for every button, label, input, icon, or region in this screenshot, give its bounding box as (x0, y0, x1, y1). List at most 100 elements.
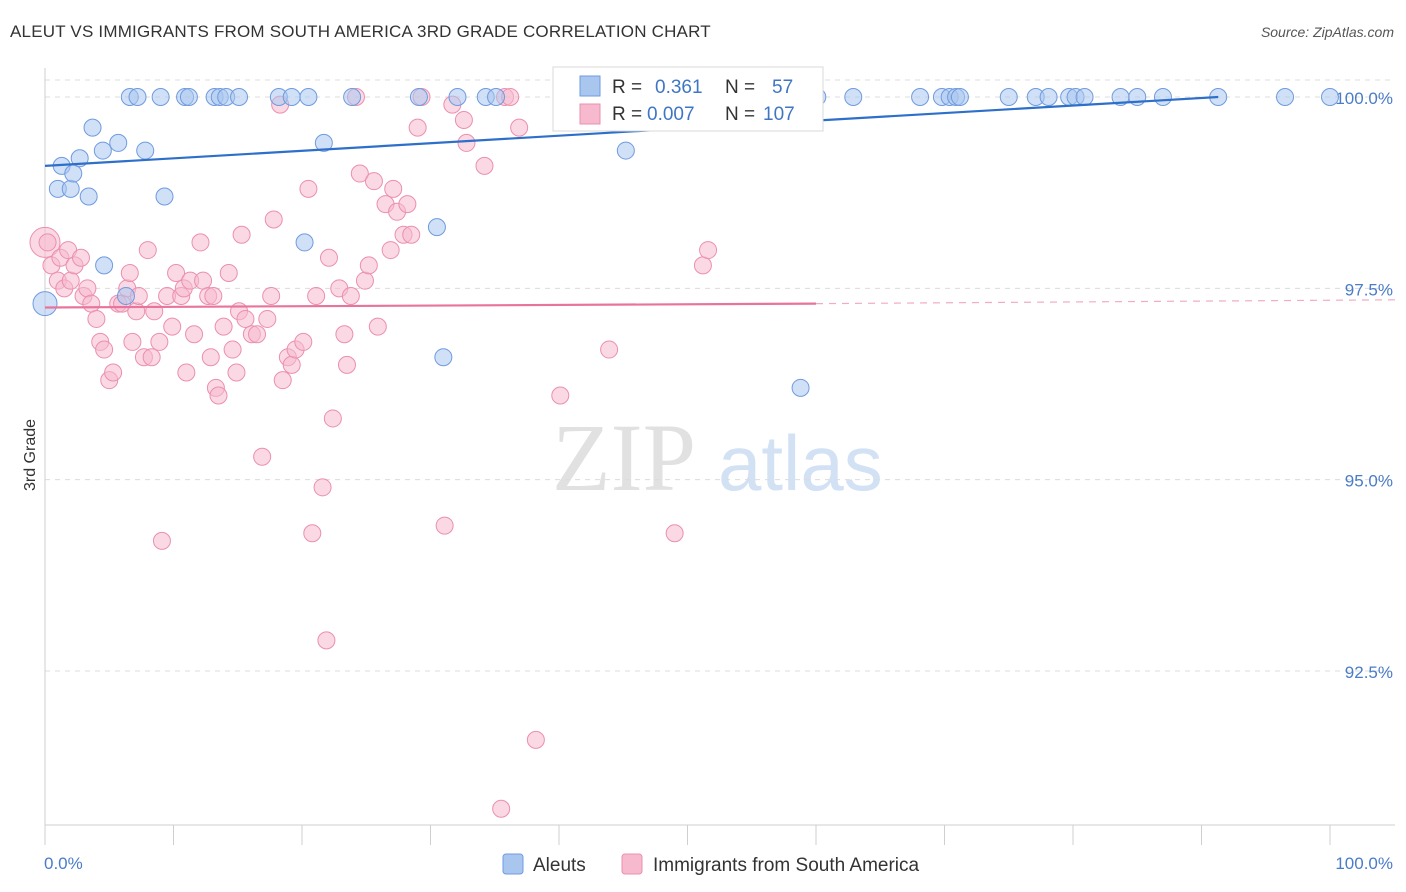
point-immigrants (219, 264, 238, 283)
source-credit: Source: ZipAtlas.com (1260, 24, 1394, 40)
bottom-legend-swatch-immigrants (621, 853, 643, 875)
point-immigrants (95, 340, 114, 359)
gridlines (45, 79, 1395, 672)
point-immigrants (337, 355, 356, 374)
point-aleuts (155, 187, 174, 206)
point-immigrants (368, 317, 387, 336)
point-immigrants (359, 256, 378, 275)
point-immigrants (408, 118, 427, 137)
point-immigrants (600, 340, 619, 359)
point-immigrants (699, 241, 718, 260)
trendline-immigrants-extension (815, 299, 1396, 305)
point-immigrants (38, 233, 57, 252)
point-immigrants (454, 110, 473, 129)
point-immigrants (402, 225, 421, 244)
point-immigrants (693, 256, 712, 275)
point-aleuts (32, 291, 58, 317)
point-immigrants (232, 225, 251, 244)
point-aleuts (109, 133, 128, 152)
point-immigrants (341, 286, 360, 305)
point-immigrants (323, 409, 342, 428)
point-aleuts (299, 88, 318, 106)
point-immigrants (398, 195, 417, 214)
point-immigrants (152, 531, 171, 550)
legend-swatch-aleuts (579, 75, 601, 97)
point-immigrants (167, 264, 186, 283)
point-immigrants (209, 386, 228, 405)
point-aleuts (282, 88, 301, 106)
point-immigrants (236, 309, 255, 328)
point-immigrants (335, 325, 354, 344)
point-immigrants (273, 371, 292, 390)
point-immigrants (145, 302, 164, 321)
point-immigrants (299, 179, 318, 198)
legend-n-label-1: N = (725, 77, 755, 98)
point-aleuts (343, 88, 362, 106)
watermark-atlas: atlas (718, 419, 883, 507)
legend-n-value-aleuts: 57 (772, 77, 793, 98)
point-immigrants (435, 516, 454, 535)
point-aleuts (128, 88, 147, 106)
point-immigrants (510, 118, 529, 137)
point-immigrants (282, 355, 301, 374)
point-immigrants (381, 241, 400, 260)
point-immigrants (227, 363, 246, 382)
y-tick-label: 97.5% (1345, 280, 1393, 299)
point-immigrants (364, 172, 383, 191)
bottom-legend-aleuts: Aleuts (533, 855, 586, 876)
point-aleuts (79, 187, 98, 206)
point-aleuts (93, 141, 112, 160)
point-immigrants (262, 286, 281, 305)
point-immigrants (82, 294, 101, 313)
point-immigrants (303, 524, 322, 543)
point-immigrants (526, 730, 545, 749)
point-aleuts (136, 141, 155, 160)
x-tick-label-min: 0.0% (44, 854, 83, 873)
point-immigrants (248, 325, 267, 344)
y-tick-label: 100.0% (1335, 89, 1393, 108)
point-aleuts (999, 88, 1018, 106)
point-aleuts (230, 88, 249, 106)
y-tick-label: 95.0% (1345, 472, 1393, 491)
point-aleuts (295, 233, 314, 252)
watermark-zip: ZIP (552, 404, 696, 511)
point-immigrants (317, 631, 336, 650)
point-immigrants (492, 799, 511, 818)
point-immigrants (163, 317, 182, 336)
legend-r-value-immigrants: 0.007 (647, 104, 695, 125)
point-immigrants (78, 279, 97, 298)
point-aleuts (83, 118, 102, 137)
point-immigrants (457, 133, 476, 152)
point-aleuts (448, 88, 467, 106)
bottom-legend-immigrants: Immigrants from South America (653, 855, 920, 876)
point-immigrants (665, 524, 684, 543)
point-aleuts (911, 88, 930, 106)
point-aleuts (70, 149, 89, 168)
trendline-immigrants (44, 302, 817, 309)
point-immigrants (355, 271, 374, 290)
point-aleuts (1153, 88, 1172, 106)
point-aleuts (434, 348, 453, 367)
point-immigrants (150, 332, 169, 351)
point-immigrants (294, 332, 313, 351)
point-aleuts (1039, 88, 1058, 106)
point-immigrants (104, 363, 123, 382)
legend-n-label-2: N = (725, 104, 755, 125)
chart-title: ALEUT VS IMMIGRANTS FROM SOUTH AMERICA 3… (10, 22, 711, 41)
point-immigrants (313, 478, 332, 497)
point-immigrants (223, 340, 242, 359)
point-immigrants (307, 286, 326, 305)
legend-r-value-aleuts: 0.361 (655, 77, 703, 98)
point-immigrants (71, 248, 90, 267)
series-aleuts-points (32, 88, 1339, 397)
point-immigrants (127, 302, 146, 321)
point-aleuts (409, 88, 428, 106)
point-immigrants (123, 332, 142, 351)
point-aleuts (95, 256, 114, 275)
axes (44, 68, 1395, 845)
y-tick-label: 92.5% (1345, 663, 1393, 682)
point-immigrants (120, 264, 139, 283)
point-immigrants (142, 348, 161, 367)
bottom-legend: Aleuts Immigrants from South America (502, 853, 920, 876)
